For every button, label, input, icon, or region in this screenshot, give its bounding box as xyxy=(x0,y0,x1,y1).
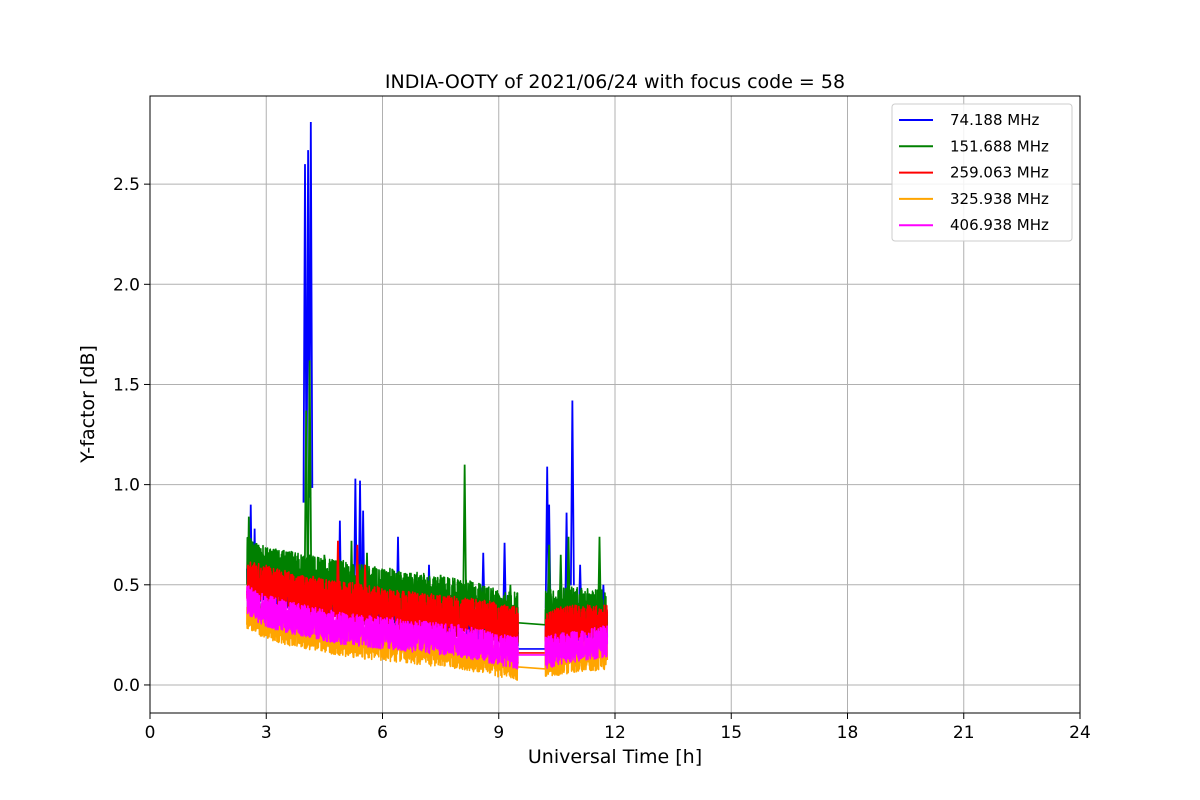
chart-title: INDIA-OOTY of 2021/06/24 with focus code… xyxy=(385,71,845,93)
series-peak xyxy=(302,164,308,503)
series-peak xyxy=(303,410,309,589)
series-peak xyxy=(462,464,468,608)
series-peak xyxy=(558,554,564,625)
legend: 74.188 MHz 151.688 MHz 259.063 MHz 325.938 … xyxy=(891,103,1073,242)
x-tick-label: 12 xyxy=(604,723,626,743)
series-layer xyxy=(246,122,609,681)
series-peak xyxy=(354,544,360,625)
series-peak xyxy=(335,540,341,625)
legend-label: 151.688 MHz xyxy=(950,137,1049,155)
series-line xyxy=(246,585,519,670)
series-peak xyxy=(546,544,552,625)
x-tick-label: 21 xyxy=(953,723,975,743)
series-peak xyxy=(597,536,602,625)
y-axis-label: Y-factor [dB] xyxy=(77,345,99,464)
x-tick-label: 24 xyxy=(1069,723,1091,743)
series-peak xyxy=(569,400,575,586)
x-tick-label: 15 xyxy=(720,723,742,743)
series-line xyxy=(518,622,546,626)
y-axis: 0.0 0.5 1.0 1.5 2.0 2.5 xyxy=(113,175,150,696)
series-2 xyxy=(246,540,609,654)
series-peak xyxy=(307,360,313,572)
y-tick-label: 2.5 xyxy=(113,175,140,195)
series-4 xyxy=(246,585,609,670)
legend-label: 406.938 MHz xyxy=(950,216,1049,234)
x-tick-label: 9 xyxy=(493,723,504,743)
x-tick-label: 0 xyxy=(145,723,156,743)
y-tick-label: 1.5 xyxy=(113,375,140,395)
x-axis-label: Universal Time [h] xyxy=(528,746,702,768)
series-line xyxy=(544,625,609,669)
x-tick-label: 6 xyxy=(377,723,388,743)
legend-label: 259.063 MHz xyxy=(950,164,1049,182)
series-peak xyxy=(362,564,368,625)
legend-label: 325.938 MHz xyxy=(950,190,1049,208)
x-tick-label: 3 xyxy=(261,723,272,743)
series-line xyxy=(246,561,519,647)
x-axis: 0 3 6 9 12 15 18 21 24 xyxy=(145,713,1091,743)
series-peak xyxy=(566,536,571,625)
x-tick-label: 18 xyxy=(837,723,859,743)
y-tick-label: 2.0 xyxy=(113,275,140,295)
y-tick-label: 1.0 xyxy=(113,476,140,496)
y-tick-label: 0.5 xyxy=(113,576,140,596)
series-line xyxy=(518,666,546,670)
legend-label: 74.188 MHz xyxy=(950,111,1039,129)
legend-box xyxy=(891,103,1073,242)
y-tick-label: 0.0 xyxy=(113,676,140,696)
